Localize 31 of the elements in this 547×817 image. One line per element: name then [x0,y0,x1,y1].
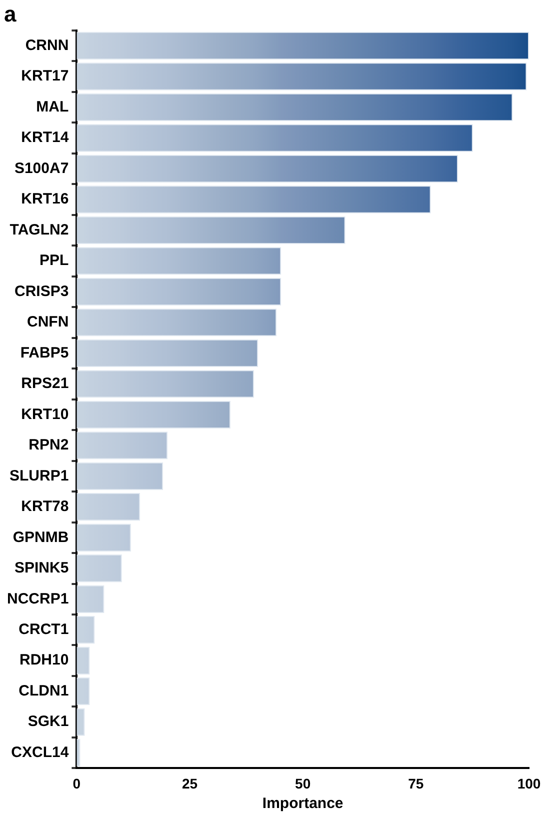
y-tick-label: RDH10 [19,652,69,669]
y-tick-label: CXCL14 [11,744,70,761]
y-tick-label: KRT10 [21,406,69,423]
y-tick-label: TAGLN2 [10,221,69,238]
y-tick-label: CRCT1 [18,621,69,638]
chart-title: a [4,1,17,26]
y-tick-label: KRT16 [21,190,69,208]
y-tick-label: KRT78 [21,498,69,516]
x-tick-label: 50 [295,775,311,792]
y-tick-label: SPINK5 [14,560,69,577]
x-tick-label: 75 [408,775,424,792]
x-tick-label: 100 [517,775,541,792]
y-tick-label: KRT14 [21,129,70,146]
y-tick-label: SLURP1 [9,467,69,484]
x-tick-label: 0 [72,775,81,792]
y-tick-label: GPNMB [12,528,69,546]
y-tick-label: NCCRP1 [6,590,69,608]
y-tick-label: FABP5 [20,344,69,362]
y-tick-label: CRISP3 [14,282,69,300]
y-tick-label: SGK1 [28,713,69,730]
y-tick-label: CNFN [27,314,69,331]
x-axis-title: Importance [262,795,344,812]
y-tick-label: MAL [36,98,69,116]
y-tick-label: CLDN1 [18,682,69,700]
y-tick-label: RPS21 [21,375,69,392]
y-tick-label: CRNN [25,36,69,54]
y-tick-label: S100A7 [14,160,69,177]
y-tick-label: KRT17 [21,68,69,85]
y-tick-label: PPL [39,252,69,270]
x-tick-label: 25 [182,775,198,792]
y-tick-label: RPN2 [28,436,69,454]
